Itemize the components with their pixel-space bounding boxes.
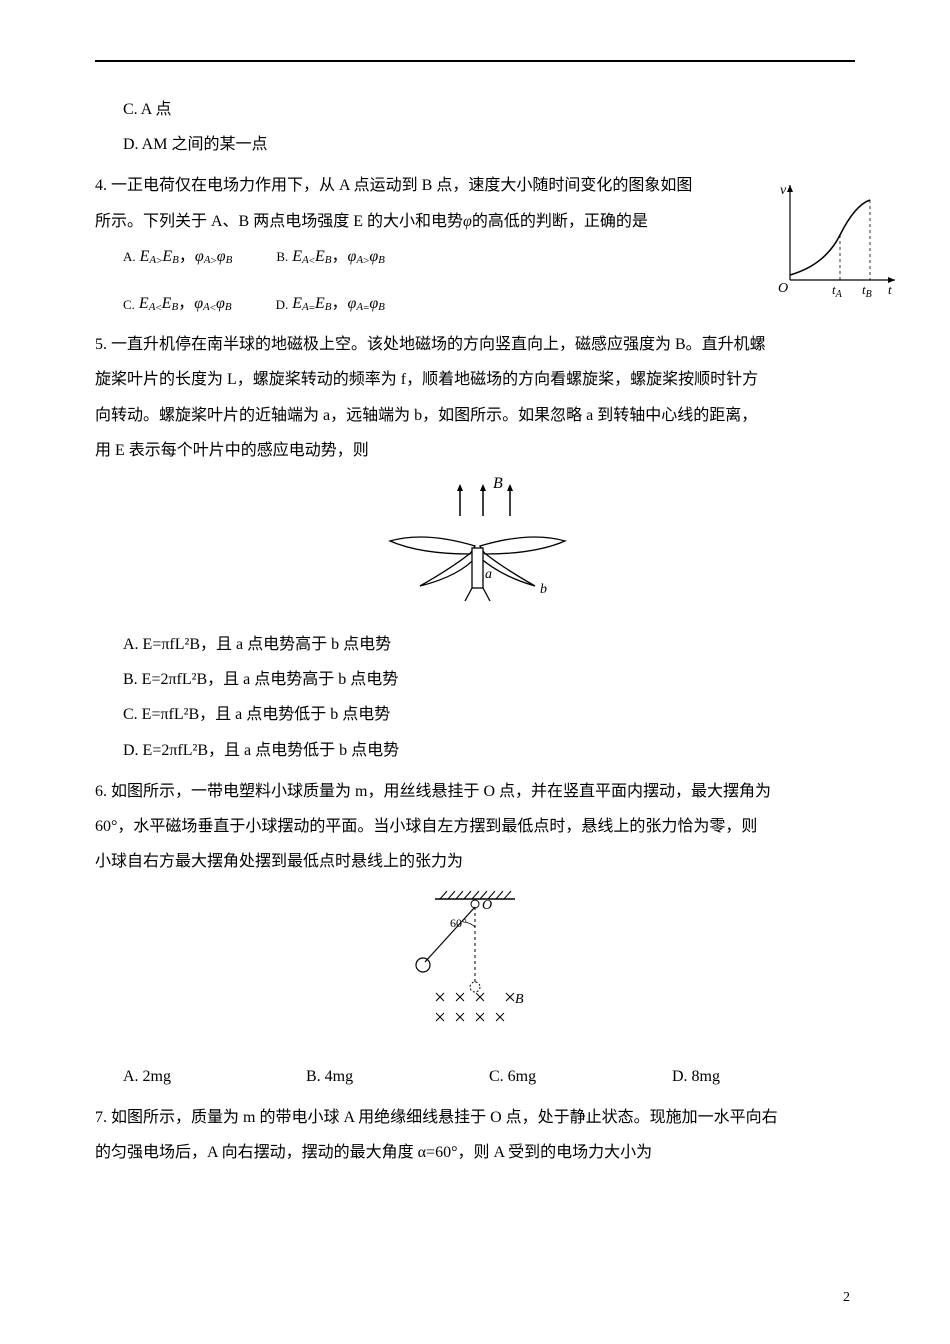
svg-text:t: t <box>888 282 892 297</box>
q6-opt-d: D. 8mg <box>672 1059 855 1094</box>
q6-opt-c: C. 6mg <box>489 1059 672 1094</box>
q5-opt-b: B. E=2πfL²B，且 a 点电势高于 b 点电势 <box>95 662 855 697</box>
q4-opt-a: A. EA>EB ， φA>φB <box>123 239 232 274</box>
q5-l1: 5. 一直升机停在南半球的地磁极上空。该处地磁场的方向竖直向上，磁感应强度为 B… <box>95 327 855 362</box>
q6-opt-b: B. 4mg <box>306 1059 489 1094</box>
q4-opt-b: B. EA<EB ， φA>φB <box>276 239 385 274</box>
q4-stem-1: 4. 一正电荷仅在电场力作用下，从 A 点运动到 B 点，速度大小随时间变化的图… <box>95 168 855 203</box>
q4-opt-d: D. EA=EB ， φA=φB <box>276 286 385 321</box>
svg-text:O: O <box>482 898 492 913</box>
q6-l1: 6. 如图所示，一带电塑料小球质量为 m，用丝线悬挂于 O 点，并在竖直平面内摆… <box>95 774 855 809</box>
svg-text:B: B <box>493 476 503 492</box>
q6-l3: 小球自右方最大摆角处摆到最低点时悬线上的张力为 <box>95 844 855 879</box>
vt-graph: v O tA tB t <box>770 180 900 300</box>
q5-l2: 旋桨叶片的长度为 L，螺旋桨转动的频率为 f，顺着地磁场的方向看螺旋桨，螺旋桨按… <box>95 362 855 397</box>
q6-l2: 60°，水平磁场垂直于小球摆动的平面。当小球自左方摆到最低点时，悬线上的张力恰为… <box>95 809 855 844</box>
q7-l1: 7. 如图所示，质量为 m 的带电小球 A 用绝缘细线悬挂于 O 点，处于静止状… <box>95 1100 855 1135</box>
q4-stem-2: 所示。下列关于 A、B 两点电场强度 E 的大小和电势φ的高低的判断，正确的是 <box>95 204 855 239</box>
svg-text:tB: tB <box>862 282 872 300</box>
svg-text:v: v <box>780 183 787 198</box>
page: v O tA tB t C. A 点 D. AM 之间的某一点 4. 一正电荷仅… <box>0 0 950 1344</box>
q5-l3: 向转动。螺旋桨叶片的近轴端为 a，远轴端为 b，如图所示。如果忽略 a 到转轴中… <box>95 398 855 433</box>
q4-opt-c: C. EA<EB ， φA<φB <box>123 286 232 321</box>
q5-opt-d: D. E=2πfL²B，且 a 点电势低于 b 点电势 <box>95 733 855 768</box>
svg-text:b: b <box>540 582 547 597</box>
svg-text:60°: 60° <box>450 916 467 930</box>
q4-options-row1: A. EA>EB ， φA>φB B. EA<EB ， φA>φB <box>95 239 855 274</box>
q6-figure: O 60° B <box>95 887 855 1050</box>
q5-opt-c: C. E=πfL²B，且 a 点电势低于 b 点电势 <box>95 697 855 732</box>
svg-text:a: a <box>485 567 492 582</box>
q6-opt-a: A. 2mg <box>123 1059 306 1094</box>
q3-opt-d: D. AM 之间的某一点 <box>95 127 855 162</box>
page-number: 2 <box>843 1283 850 1314</box>
q5-figure: B a b <box>95 476 855 619</box>
svg-text:O: O <box>778 281 788 296</box>
q5-opt-a: A. E=πfL²B，且 a 点电势高于 b 点电势 <box>95 627 855 662</box>
q7-l2: 的匀强电场后，A 向右摆动，摆动的最大角度 α=60°，则 A 受到的电场力大小… <box>95 1135 855 1170</box>
q6-options: A. 2mg B. 4mg C. 6mg D. 8mg <box>95 1059 855 1094</box>
svg-text:tA: tA <box>832 282 843 300</box>
svg-text:B: B <box>515 992 524 1007</box>
q4-options-row2: C. EA<EB ， φA<φB D. EA=EB ， φA=φB <box>95 286 855 321</box>
q5-l4: 用 E 表示每个叶片中的感应电动势，则 <box>95 433 855 468</box>
top-rule <box>95 60 855 62</box>
q3-opt-c: C. A 点 <box>95 92 855 127</box>
